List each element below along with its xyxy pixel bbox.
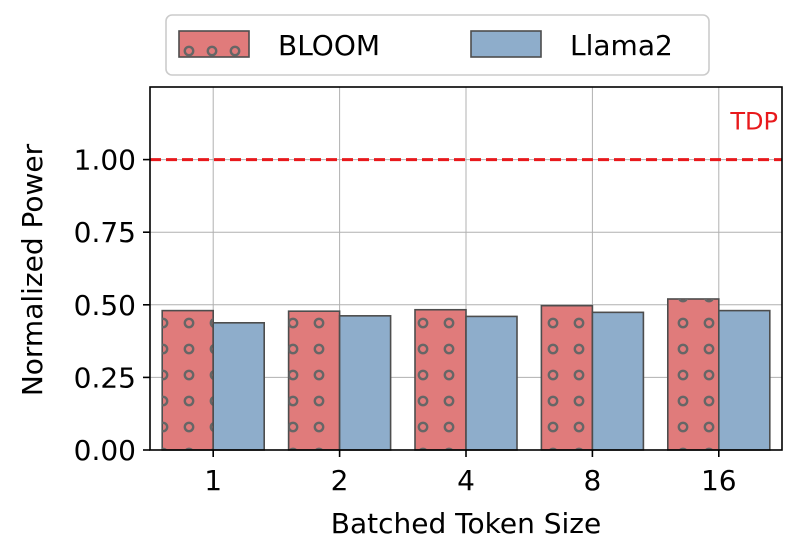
legend-label-llama2: Llama2 xyxy=(570,29,673,62)
y-tick-label: 0.75 xyxy=(74,216,136,249)
bar-pattern-bloom-16 xyxy=(667,298,719,450)
y-tick-label: 0.25 xyxy=(74,361,136,394)
x-tick-label: 4 xyxy=(457,464,475,497)
legend-pattern-dot xyxy=(183,45,195,57)
bar-pattern-bloom-2 xyxy=(288,311,340,450)
legend-pattern-dot xyxy=(229,45,241,57)
legend: BLOOM Llama2 xyxy=(165,14,710,76)
x-axis-title: Batched Token Size xyxy=(331,507,601,540)
y-tick-label: 0.00 xyxy=(74,434,136,467)
legend-swatch-llama2 xyxy=(470,30,542,58)
bar-pattern-bloom-4 xyxy=(415,309,466,450)
legend-box xyxy=(165,14,710,76)
bar-llama2-8 xyxy=(591,311,645,451)
x-ticks: 1 2 4 8 16 xyxy=(204,450,737,497)
x-tick-label: 16 xyxy=(701,464,737,497)
legend-pattern-dot xyxy=(206,45,218,57)
bars xyxy=(161,298,771,451)
reference-line-label: TDP xyxy=(729,108,778,136)
bar-pattern-bloom-8 xyxy=(541,305,593,450)
bar-llama2-16 xyxy=(717,309,771,451)
reference-line-group: TDP xyxy=(150,108,782,162)
y-tick-label: 1.00 xyxy=(74,144,136,177)
x-tick-label: 1 xyxy=(204,464,222,497)
bar-pattern-bloom-1 xyxy=(162,310,214,450)
bar-llama2-2 xyxy=(338,315,392,451)
legend-swatch-pattern xyxy=(183,45,241,57)
legend-swatch-bloom xyxy=(178,30,250,58)
y-axis-title: Normalized Power xyxy=(16,143,49,396)
bar-llama2-4 xyxy=(465,315,518,451)
x-tick-label: 8 xyxy=(583,464,601,497)
x-tick-label: 2 xyxy=(331,464,349,497)
bar-llama2-1 xyxy=(212,322,265,451)
legend-label-bloom: BLOOM xyxy=(278,29,380,62)
y-tick-label: 0.50 xyxy=(74,289,136,322)
y-ticks: 0.00 0.25 0.50 0.75 1.00 xyxy=(74,144,150,467)
